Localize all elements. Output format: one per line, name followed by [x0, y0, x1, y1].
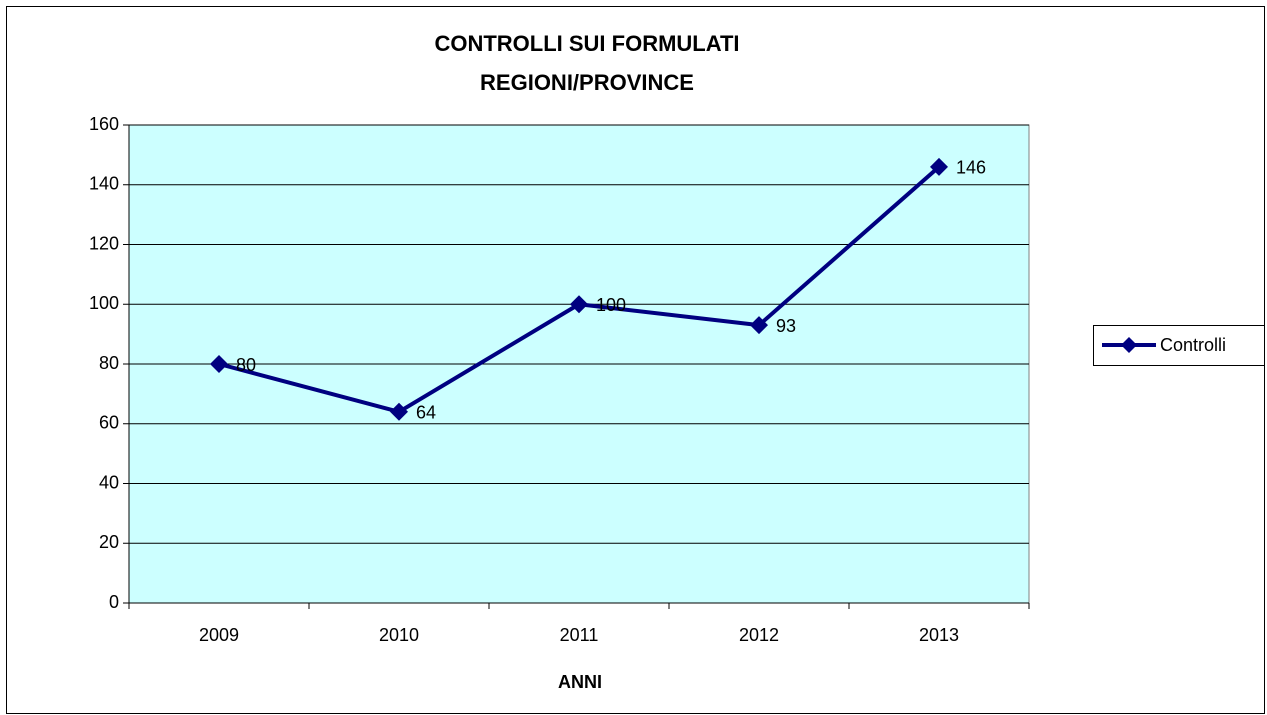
x-tick-label: 2012	[739, 625, 779, 645]
y-tick-label: 160	[89, 114, 119, 134]
x-tick-label: 2009	[199, 625, 239, 645]
data-label: 146	[956, 158, 986, 178]
y-tick-label: 0	[109, 592, 119, 612]
marker	[390, 402, 408, 421]
x-tick-label: 2011	[560, 625, 599, 645]
marker	[750, 316, 768, 335]
chart-title: CONTROLLI SUI FORMULATI	[434, 31, 739, 56]
y-tick-label: 100	[89, 293, 119, 313]
data-label: 93	[776, 316, 796, 336]
data-label: 64	[416, 403, 436, 423]
marker	[210, 355, 228, 373]
x-axis-title: ANNI	[558, 672, 602, 692]
y-tick-label: 80	[99, 353, 119, 373]
x-tick-label: 2013	[919, 625, 959, 645]
legend-label: Controlli	[1160, 335, 1226, 355]
y-tick-label: 40	[99, 472, 119, 492]
data-label: 100	[596, 295, 626, 315]
data-label: 80	[236, 355, 256, 375]
y-tick-label: 120	[89, 233, 119, 253]
marker	[930, 157, 948, 176]
y-tick-label: 60	[99, 413, 119, 433]
y-tick-label: 20	[99, 532, 119, 552]
chart-title: REGIONI/PROVINCE	[480, 70, 694, 95]
y-tick-label: 140	[89, 174, 119, 194]
x-tick-label: 2010	[379, 625, 419, 645]
marker	[570, 295, 588, 314]
legend-marker	[1121, 337, 1137, 353]
